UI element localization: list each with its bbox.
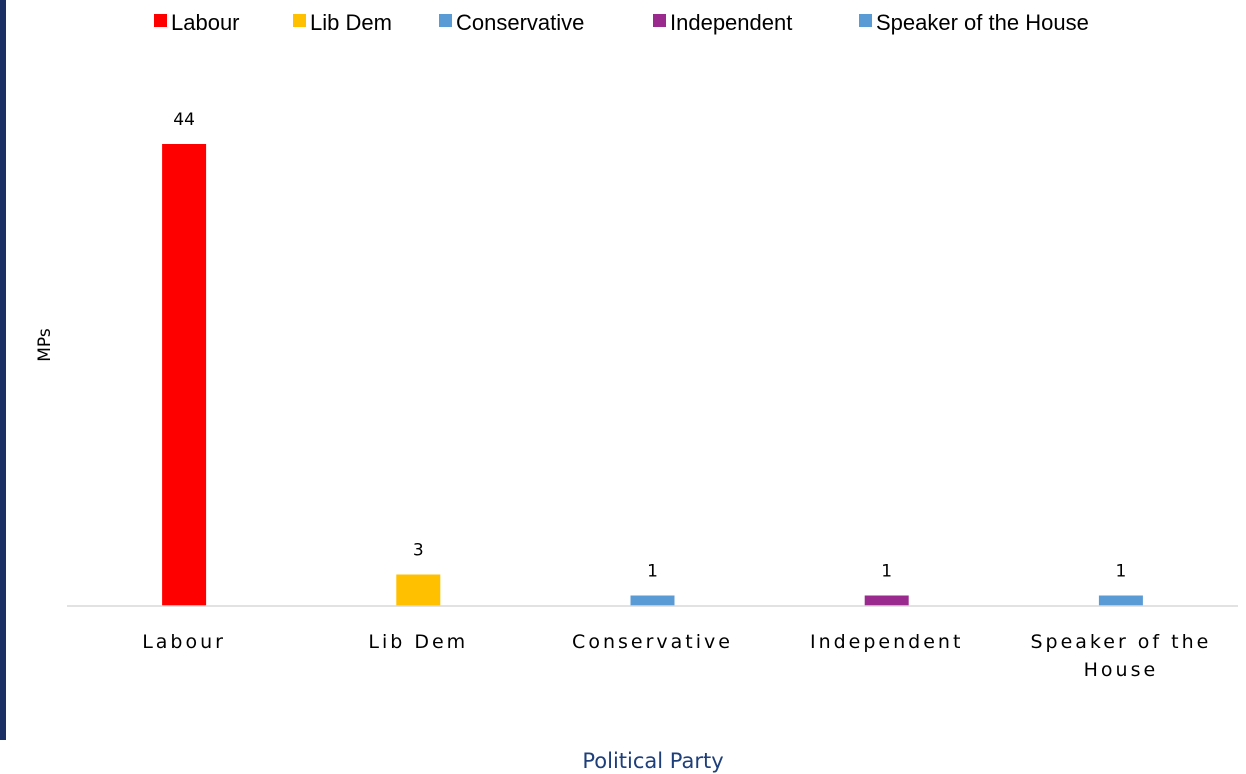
bar-conservative: [630, 595, 675, 606]
legend-swatch-labour: [154, 14, 167, 27]
legend: Labour Lib Dem Conservative Independent Spea…: [154, 10, 1089, 35]
legend-label-speaker-of-the-house: Speaker of the House: [876, 10, 1089, 35]
legend-label-independent: Independent: [670, 10, 792, 35]
legend-swatch-conservative: [439, 14, 452, 27]
data-label-independent: 1: [881, 562, 892, 582]
bar-lib-dem: [396, 574, 441, 606]
bar-independent: [864, 595, 909, 606]
tick-label-lib-dem: Lib Dem: [368, 631, 468, 653]
data-label-conservative: 1: [647, 562, 658, 582]
data-label-speaker-of-the-house: 1: [1115, 562, 1126, 582]
legend-swatch-speaker-of-the-house: [859, 14, 872, 27]
legend-swatch-lib-dem: [293, 14, 306, 27]
tick-label-conservative: Conservative: [572, 631, 733, 653]
bar-labour: [162, 144, 207, 606]
legend-swatch-independent: [653, 14, 666, 27]
data-labels: 44 3 1 1 1: [173, 110, 1126, 582]
bars: [162, 144, 1143, 606]
tick-label-speaker-of-the-house: Speaker of the House: [1030, 631, 1211, 681]
left-border-rule: [0, 0, 6, 740]
data-label-labour: 44: [173, 110, 195, 130]
data-label-lib-dem: 3: [413, 541, 424, 561]
y-axis-label: MPs: [35, 328, 55, 362]
x-tick-labels: Labour Lib Dem Conservative Independent Spea…: [142, 631, 1211, 681]
legend-label-lib-dem: Lib Dem: [310, 10, 392, 35]
tick-label-independent: Independent: [810, 631, 963, 653]
tick-label-labour: Labour: [142, 631, 226, 653]
x-axis-label: Political Party: [582, 749, 723, 773]
bar-speaker-of-the-house: [1098, 595, 1143, 606]
legend-label-conservative: Conservative: [456, 10, 584, 35]
legend-label-labour: Labour: [171, 10, 240, 35]
